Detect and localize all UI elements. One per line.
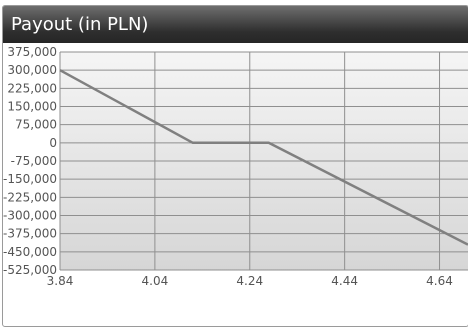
x-tick-label: 4.64 [426,274,453,288]
grid-lines [59,51,468,271]
chart-title: Payout (in PLN) [11,14,149,35]
y-tick-label: -75,000 [11,154,57,168]
x-tick-label: 4.04 [142,274,169,288]
y-axis-ticks: 375,000 300,000 225,000 150,000 75,000 0 -75,0… [3,45,57,277]
x-tick-label: 4.24 [236,274,263,288]
y-tick-label: -375,000 [3,227,57,241]
x-tick-label: 3.84 [47,274,74,288]
y-tick-label: -225,000 [3,190,57,204]
x-tick-label: 4.44 [331,274,358,288]
y-tick-label: 375,000 [7,45,57,59]
y-tick-label: 300,000 [7,63,57,77]
title-bar: Payout (in PLN) [3,6,468,43]
y-tick-label: -450,000 [3,245,57,259]
x-axis-ticks: 3.84 4.04 4.24 4.44 4.64 [47,274,453,288]
y-tick-label: -300,000 [3,209,57,223]
y-tick-label: 75,000 [15,118,57,132]
y-tick-label: 150,000 [7,100,57,114]
y-tick-label: 0 [49,136,57,150]
y-tick-label: -525,000 [3,263,57,277]
payout-line [59,69,468,246]
y-tick-label: -150,000 [3,172,57,186]
y-tick-label: 225,000 [7,81,57,95]
series-group [59,69,468,246]
